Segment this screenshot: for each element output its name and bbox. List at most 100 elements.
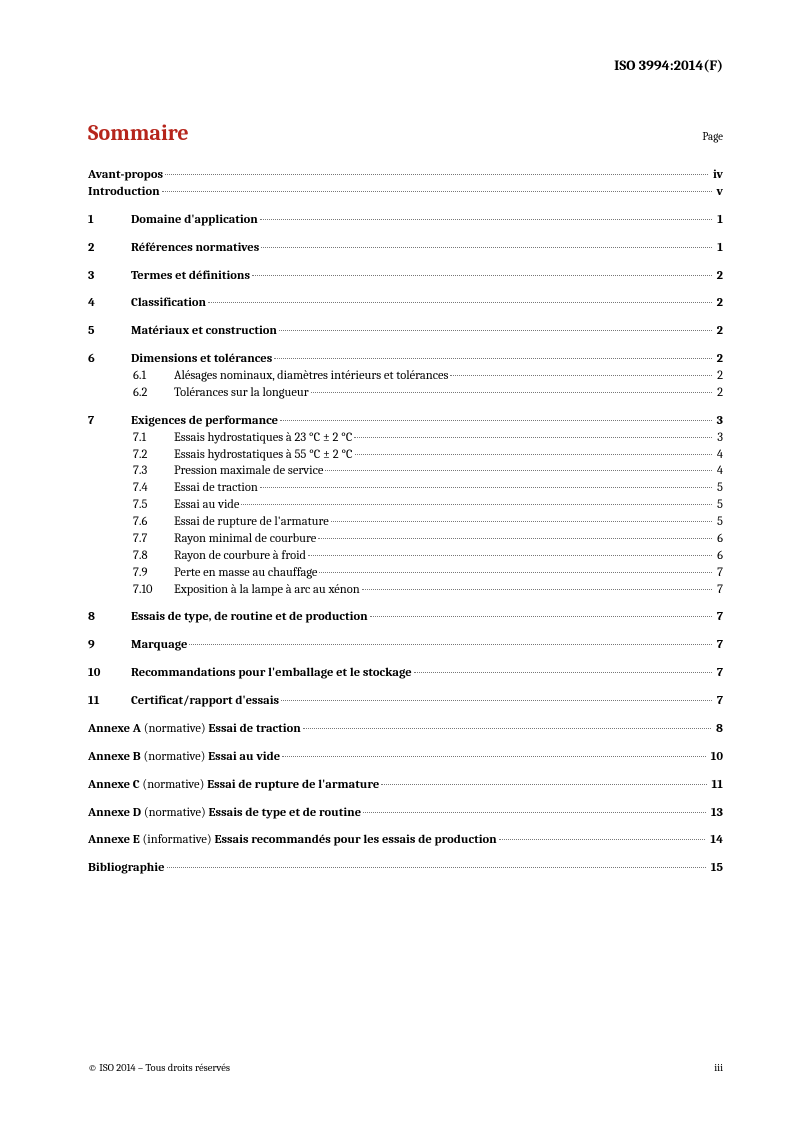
toc-leader (370, 616, 712, 617)
toc-item-page: 4 (714, 447, 723, 464)
toc-item-title-cell: Recommandations pour l'emballage et le s… (131, 665, 723, 682)
toc-subsection-number: 7.9 (131, 565, 174, 582)
toc-section-number: 6 (88, 351, 131, 368)
toc-item-page: 7 (714, 637, 723, 654)
toc-item-page: 7 (714, 565, 723, 582)
toc-item-page: 2 (714, 323, 723, 340)
toc-item-title: Essai au vide (174, 497, 239, 514)
toc-item-title: Perte en masse au chauffage (174, 565, 317, 582)
toc-item-page: 14 (707, 832, 723, 849)
toc-item-page: 5 (714, 514, 723, 531)
toc-annex-label: Annexe C (88, 777, 140, 794)
page-container: ISO 3994:2014(F) Sommaire Page Avant-pro… (0, 0, 793, 927)
toc-item-page: v (714, 184, 724, 201)
toc-leader (308, 555, 712, 556)
toc-annex-label: Annexe E (88, 832, 140, 849)
toc-item: 7.1Essais hydrostatiques à 23 °C ± 2 °C3 (88, 430, 723, 447)
toc-item: 2Références normatives1 (88, 240, 723, 257)
toc-annex-type: (normative) (144, 805, 206, 822)
toc-item-title-cell: Rayon de courbure à froid 6 (174, 548, 723, 565)
toc-subsection-number: 7.6 (131, 514, 174, 531)
page-column-label: Page (702, 130, 723, 143)
toc-item-title: Essai au vide (208, 749, 280, 766)
toc-item-page: 8 (713, 721, 723, 738)
toc-item: 7.6Essai de rupture de l'armature5 (88, 514, 723, 531)
toc-section-number: 5 (88, 323, 131, 340)
toc-annex-type: (normative) (143, 749, 205, 766)
toc-annex-type: (informative) (143, 832, 212, 849)
toc-subsection-number: 7.5 (131, 497, 174, 514)
toc-item-page: 7 (714, 693, 723, 710)
toc-section-number: 10 (88, 665, 131, 682)
toc-item-title-cell: Annexe D (normative) Essais de type et d… (88, 805, 723, 822)
toc-item-title: Essai de traction (208, 721, 300, 738)
toc-item: Avant-proposiv (88, 167, 723, 184)
toc-title: Sommaire (88, 120, 189, 146)
toc-item-title-cell: Introductionv (88, 184, 723, 201)
toc-item: 7.4Essai de traction 5 (88, 480, 723, 497)
toc-item-page: 4 (714, 463, 723, 480)
toc-item: 11Certificat/rapport d'essais7 (88, 693, 723, 710)
toc-leader (260, 219, 712, 220)
toc-subsection-number: 7.10 (131, 582, 174, 599)
toc-item-title-cell: Classification2 (131, 295, 723, 312)
toc-subsection-number: 7.4 (131, 480, 174, 497)
toc-annex-label: Annexe A (88, 721, 141, 738)
toc-section-number: 7 (88, 413, 131, 430)
toc-item-page: 6 (714, 548, 723, 565)
toc-leader (282, 756, 705, 757)
toc-item-title: Essais de type, de routine et de product… (131, 609, 368, 626)
toc-item: 6.1Alésages nominaux, diamètres intérieu… (88, 368, 723, 385)
toc-item-title-cell: Annexe C (normative) Essai de rupture de… (88, 777, 723, 794)
toc-annex-type: (normative) (142, 777, 204, 794)
toc-item-title: Essai de traction (174, 480, 258, 497)
toc-item-title-cell: Certificat/rapport d'essais 7 (131, 693, 723, 710)
toc-item-title-cell: Exposition à la lampe à arc au xénon7 (174, 582, 723, 599)
toc-item: Annexe B (normative) Essai au vide10 (88, 749, 723, 766)
toc-item-page: 7 (714, 582, 723, 599)
toc-item-title-cell: Essai au vide5 (174, 497, 723, 514)
toc-item-title: Rayon de courbure à froid (174, 548, 306, 565)
toc-item: Annexe C (normative) Essai de rupture de… (88, 777, 723, 794)
toc-subsection-number: 7.8 (131, 548, 174, 565)
toc-item: 7.9Perte en masse au chauffage 7 (88, 565, 723, 582)
toc-leader (319, 572, 712, 573)
toc-item-title: Rayon minimal de courbure (174, 531, 316, 548)
toc-item-title: Bibliographie (88, 860, 165, 877)
toc-item: 9Marquage7 (88, 637, 723, 654)
toc-header: Sommaire Page (88, 120, 723, 146)
toc-item: 7.3Pression maximale de service4 (88, 463, 723, 480)
toc-item-page: 5 (714, 480, 723, 497)
toc-item: 4Classification2 (88, 295, 723, 312)
toc-item-page: 2 (714, 295, 723, 312)
toc-leader (189, 644, 711, 645)
toc-item-title-cell: Essais hydrostatiques à 23 °C ± 2 °C3 (174, 430, 723, 447)
toc-item-title: Avant-propos (88, 167, 163, 184)
toc-leader (280, 420, 712, 421)
toc-item: 7.10Exposition à la lampe à arc au xénon… (88, 582, 723, 599)
toc-item: 5Matériaux et construction2 (88, 323, 723, 340)
toc-item-title: Termes et définitions (131, 268, 250, 285)
toc-item-title: Pression maximale de service (174, 463, 323, 480)
toc-leader (167, 867, 706, 868)
toc-leader (325, 470, 711, 471)
toc-section-number: 9 (88, 637, 131, 654)
toc-item-title: Recommandations pour l'emballage et le s… (131, 665, 412, 682)
toc-subsection-number: 7.7 (131, 531, 174, 548)
toc-item-title: Essais de type et de routine (209, 805, 362, 822)
toc-item-title-cell: Essai de traction 5 (174, 480, 723, 497)
toc-item: 7.8Rayon de courbure à froid 6 (88, 548, 723, 565)
toc-item-title: Essai de rupture de l'armature (207, 777, 379, 794)
toc-leader (499, 839, 706, 840)
toc-item-page: 6 (714, 531, 723, 548)
toc-item-page: 2 (714, 268, 723, 285)
toc-item: Bibliographie15 (88, 860, 723, 877)
toc-subsection-number: 7.1 (131, 430, 174, 447)
toc-item-page: 1 (714, 212, 723, 229)
toc-leader (281, 700, 712, 701)
toc-item-title-cell: Pression maximale de service 4 (174, 463, 723, 480)
toc-item-title: Certificat/rapport d'essais (131, 693, 279, 710)
toc-item-page: 7 (714, 609, 723, 626)
toc-item-page: 2 (714, 351, 723, 368)
toc-item-title-cell: Exigences de performance3 (131, 413, 723, 430)
